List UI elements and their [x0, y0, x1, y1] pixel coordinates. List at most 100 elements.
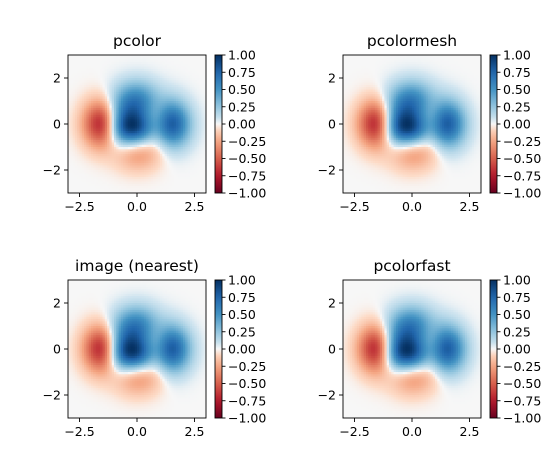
heatmap-cell	[361, 59, 365, 63]
heatmap-cell	[379, 140, 383, 143]
heatmap-cell	[141, 80, 145, 83]
heatmap-cell	[185, 167, 188, 171]
heatmap-cell	[176, 89, 179, 93]
heatmap-cell	[203, 160, 207, 164]
heatmap-cell	[359, 98, 362, 102]
heatmap-cell	[127, 170, 131, 173]
heatmap-cell	[356, 172, 360, 175]
heatmap-cell	[379, 130, 383, 134]
heatmap-cell	[74, 98, 78, 102]
heatmap-cell	[155, 121, 159, 125]
heatmap-cell	[93, 66, 96, 70]
heatmap-cell	[166, 121, 170, 125]
heatmap-cell	[130, 165, 133, 169]
heatmap-cell	[164, 137, 168, 141]
heatmap-cell	[111, 140, 115, 143]
heatmap-cell	[107, 107, 110, 111]
heatmap-cell	[162, 98, 165, 102]
heatmap-cell	[361, 179, 365, 182]
heatmap-cell	[102, 57, 106, 60]
heatmap-cell	[130, 135, 133, 139]
heatmap-cell	[389, 172, 392, 175]
heatmap-cell	[377, 144, 381, 148]
heatmap-cell	[361, 158, 365, 162]
heatmap-cell	[164, 55, 168, 58]
heatmap-cell	[114, 68, 117, 72]
heatmap-cell	[134, 64, 138, 67]
heatmap-cell	[102, 183, 106, 187]
heatmap-cell	[116, 124, 119, 127]
heatmap-cell	[95, 87, 99, 90]
heatmap-cell	[118, 128, 122, 132]
heatmap-cell	[363, 188, 367, 192]
heatmap-cell	[95, 105, 99, 109]
heatmap-cell	[180, 96, 184, 100]
heatmap-cell	[375, 91, 378, 95]
heatmap-cell	[88, 142, 92, 146]
heatmap-cell	[157, 124, 161, 127]
heatmap-cell	[68, 176, 71, 180]
heatmap-cell	[88, 126, 92, 129]
heatmap-cell	[192, 96, 195, 100]
heatmap-cell	[134, 94, 138, 97]
heatmap-cell	[86, 112, 90, 116]
heatmap-cell	[77, 179, 80, 182]
heatmap-cell	[143, 59, 147, 63]
heatmap-cell	[130, 130, 133, 134]
heatmap-cell	[86, 128, 90, 132]
heatmap-cell	[345, 73, 348, 77]
heatmap-cell	[120, 151, 124, 155]
heatmap-cell	[88, 186, 92, 189]
heatmap-cell	[104, 71, 108, 74]
heatmap-cell	[84, 82, 87, 86]
heatmap-cell	[203, 87, 207, 90]
heatmap-cell	[196, 105, 200, 109]
heatmap-cell	[84, 61, 87, 65]
heatmap-cell	[120, 73, 124, 77]
heatmap-cell	[123, 59, 126, 63]
heatmap-cell	[153, 96, 156, 100]
heatmap-cell	[155, 137, 159, 141]
heatmap-cell	[377, 174, 381, 178]
heatmap-cell	[81, 156, 85, 159]
heatmap-cell	[143, 87, 147, 90]
heatmap-cell	[132, 71, 136, 74]
heatmap-cell	[77, 160, 80, 164]
heatmap-cell	[183, 153, 186, 157]
heatmap-cell	[361, 94, 365, 97]
heatmap-cell	[343, 144, 346, 148]
heatmap-cell	[169, 179, 172, 182]
heatmap-cell	[114, 103, 117, 106]
heatmap-cell	[393, 135, 397, 139]
heatmap-cell	[148, 121, 152, 125]
heatmap-cell	[187, 181, 191, 185]
heatmap-cell	[185, 147, 188, 150]
heatmap-cell	[189, 73, 193, 77]
heatmap-cell	[347, 170, 351, 173]
heatmap-cell	[361, 117, 365, 120]
heatmap-cell	[389, 105, 392, 109]
heatmap-cell	[157, 94, 161, 97]
heatmap-cell	[352, 142, 355, 146]
heatmap-cell	[185, 89, 188, 93]
heatmap-cell	[384, 98, 388, 102]
heatmap-cell	[375, 174, 378, 178]
heatmap-cell	[196, 101, 200, 104]
heatmap-cell	[102, 117, 106, 120]
heatmap-cell	[359, 158, 362, 162]
heatmap-cell	[347, 68, 351, 72]
heatmap-cell	[189, 112, 193, 116]
heatmap-cell	[368, 151, 371, 155]
heatmap-cell	[111, 84, 115, 88]
heatmap-cell	[196, 124, 200, 127]
heatmap-cell	[178, 114, 182, 118]
heatmap-cell	[102, 96, 106, 100]
heatmap-cell	[109, 96, 113, 100]
heatmap-cell	[104, 170, 108, 173]
heatmap-cell	[169, 57, 172, 60]
heatmap-cell	[386, 68, 390, 72]
heatmap-cell	[176, 142, 179, 146]
heatmap-cell	[343, 105, 346, 109]
heatmap-cell	[386, 153, 390, 157]
heatmap-cell	[173, 61, 177, 65]
